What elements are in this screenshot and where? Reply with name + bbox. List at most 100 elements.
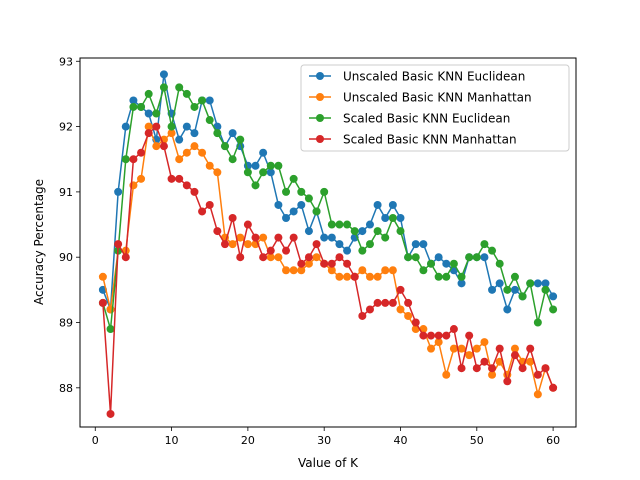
data-point — [549, 383, 558, 392]
data-point — [449, 325, 458, 334]
data-point — [274, 200, 283, 209]
data-point — [205, 116, 214, 125]
data-point — [533, 390, 542, 399]
data-point — [381, 298, 390, 307]
data-point — [274, 233, 283, 242]
x-tick-label: 40 — [393, 434, 407, 447]
x-tick-label: 0 — [92, 434, 99, 447]
data-point — [266, 161, 275, 170]
data-point — [228, 155, 237, 164]
data-point — [190, 129, 199, 138]
data-point — [297, 259, 306, 268]
data-point — [266, 246, 275, 255]
data-point — [358, 227, 367, 236]
data-point — [526, 279, 535, 288]
data-point — [442, 370, 451, 379]
legend-label: Scaled Basic KNN Manhattan — [343, 133, 517, 147]
data-point — [449, 344, 458, 353]
data-point — [259, 233, 268, 242]
data-point — [182, 122, 191, 131]
data-point — [365, 305, 374, 314]
y-axis-label: Accuracy Percentage — [32, 179, 46, 305]
data-point — [205, 200, 214, 209]
data-point — [495, 344, 504, 353]
data-point — [457, 279, 466, 288]
data-point — [427, 344, 436, 353]
data-point — [243, 240, 252, 249]
data-point — [312, 240, 321, 249]
data-point — [175, 135, 184, 144]
data-point — [121, 122, 130, 131]
data-point — [480, 357, 489, 366]
data-point — [365, 220, 374, 229]
series-4 — [98, 122, 558, 418]
data-point — [213, 227, 222, 236]
data-point — [159, 83, 168, 92]
data-point — [373, 227, 382, 236]
data-point — [274, 161, 283, 170]
data-point — [343, 220, 352, 229]
data-point — [526, 357, 535, 366]
data-point — [442, 331, 451, 340]
legend-item: Unscaled Basic KNN Euclidean — [309, 70, 525, 84]
data-point — [411, 253, 420, 262]
data-point — [121, 253, 130, 262]
legend-label: Unscaled Basic KNN Manhattan — [343, 91, 532, 105]
data-point — [442, 272, 451, 281]
data-point — [297, 200, 306, 209]
legend: Unscaled Basic KNN Euclidean Unscaled Bas… — [300, 64, 570, 152]
data-point — [182, 89, 191, 98]
data-point — [518, 364, 527, 373]
x-tick-label: 60 — [546, 434, 560, 447]
data-point — [434, 331, 443, 340]
data-point — [396, 227, 405, 236]
data-point — [190, 187, 199, 196]
data-point — [266, 253, 275, 262]
data-point — [472, 344, 481, 353]
data-point — [320, 259, 329, 268]
data-point — [533, 370, 542, 379]
data-point — [388, 200, 397, 209]
legend-item: Scaled Basic KNN Euclidean — [309, 112, 510, 126]
data-point — [480, 240, 489, 249]
data-point — [480, 338, 489, 347]
data-point — [419, 331, 428, 340]
data-point — [327, 266, 336, 275]
data-point — [488, 246, 497, 255]
data-point — [320, 187, 329, 196]
data-point — [190, 142, 199, 151]
data-point — [144, 122, 153, 131]
data-point — [510, 344, 519, 353]
data-point — [228, 129, 237, 138]
data-point — [335, 272, 344, 281]
data-point — [427, 259, 436, 268]
data-point — [266, 168, 275, 177]
data-point — [457, 344, 466, 353]
data-point — [213, 168, 222, 177]
data-point — [434, 272, 443, 281]
legend-marker — [316, 114, 324, 122]
data-point — [98, 272, 107, 281]
data-point — [411, 318, 420, 327]
data-point — [198, 96, 207, 105]
data-point — [137, 102, 146, 111]
data-point — [549, 305, 558, 314]
data-point — [396, 285, 405, 294]
data-point — [381, 266, 390, 275]
data-point — [465, 331, 474, 340]
data-point — [442, 259, 451, 268]
legend-label: Scaled Basic KNN Euclidean — [343, 112, 510, 126]
y-tick-label: 93 — [59, 55, 73, 68]
data-point — [343, 272, 352, 281]
data-point — [282, 187, 291, 196]
data-point — [373, 200, 382, 209]
data-point — [434, 253, 443, 262]
data-point — [381, 233, 390, 242]
data-point — [304, 194, 313, 203]
data-point — [144, 89, 153, 98]
data-point — [457, 364, 466, 373]
data-point — [213, 129, 222, 138]
data-point — [541, 364, 550, 373]
data-point — [404, 311, 413, 320]
data-point — [137, 174, 146, 183]
